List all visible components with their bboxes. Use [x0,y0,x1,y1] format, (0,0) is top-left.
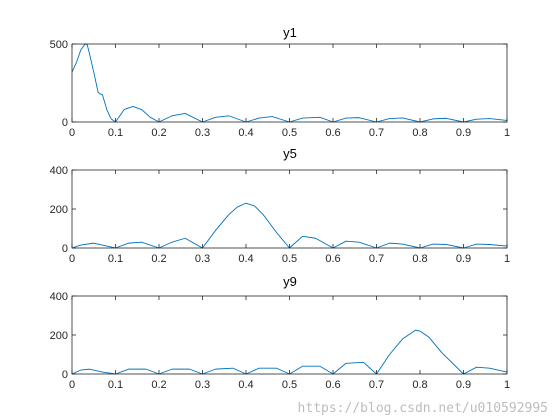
x-tick-label: 0 [69,253,75,265]
x-tick-label: 0.4 [238,253,253,265]
x-tick-label: 0.9 [456,253,471,265]
y-tick-label: 400 [50,291,68,303]
watermark: https://blog.csdn.net/u010592995 [298,401,548,416]
x-tick-label: 0.7 [369,379,384,391]
x-tick-label: 0.2 [151,253,166,265]
x-tick-label: 0.2 [151,379,166,391]
y-tick-label: 0 [62,117,68,129]
subplot-title: y9 [283,274,297,289]
x-tick-label: 1 [504,253,510,265]
x-tick-label: 0.8 [412,127,427,139]
subplot-title: y5 [283,146,297,161]
x-tick-label: 0 [69,127,75,139]
x-tick-label: 0 [69,379,75,391]
x-tick-label: 0.9 [456,127,471,139]
subplot-y5: y5 0 0.1 0.2 0.3 0.4 0.5 0.6 0.7 0.8 0.9 1 0 200 400 [50,146,510,265]
y-tick-group: 0 500 [50,39,507,129]
x-tick-label: 0.1 [108,379,123,391]
data-line-group [71,202,508,249]
x-tick-label: 0.3 [195,379,210,391]
subplot-y9: y9 0 0.1 0.2 0.3 0.4 0.5 0.6 0.7 0.8 0.9 1 0 200 400 [50,274,510,391]
x-tick-label: 0.3 [195,127,210,139]
x-tick-label: 0.6 [325,379,340,391]
x-tick-label: 1 [504,379,510,391]
x-tick-label: 0.9 [456,379,471,391]
x-tick-label: 0.8 [412,253,427,265]
x-tick-group: 0 0.1 0.2 0.3 0.4 0.5 0.6 0.7 0.8 0.9 1 [69,44,510,139]
x-tick-label: 0.7 [369,127,384,139]
x-tick-label: 0.6 [325,253,340,265]
x-tick-label: 0.5 [282,379,297,391]
x-tick-label: 0.4 [238,127,253,139]
x-tick-group: 0 0.1 0.2 0.3 0.4 0.5 0.6 0.7 0.8 0.9 1 [69,296,510,391]
y-tick-label: 0 [62,369,68,381]
x-tick-label: 0.1 [108,253,123,265]
x-tick-label: 1 [504,127,510,139]
y-tick-label: 400 [50,165,68,177]
x-tick-label: 0.6 [325,127,340,139]
x-tick-label: 0.1 [108,127,123,139]
subplot-title: y1 [283,25,297,40]
x-tick-group: 0 0.1 0.2 0.3 0.4 0.5 0.6 0.7 0.8 0.9 1 [69,170,510,265]
x-tick-label: 0.5 [282,127,297,139]
x-tick-label: 0.8 [412,379,427,391]
y-tick-label: 0 [62,243,68,255]
x-tick-label: 0.2 [151,127,166,139]
y-tick-group: 0 200 400 [50,291,507,381]
x-tick-label: 0.7 [369,253,384,265]
y-tick-label: 200 [50,330,68,342]
subplot-y1: y1 0 0.1 0.2 0.3 0.4 0.5 0.6 0.7 0.8 0.9 1 0 500 [50,25,510,139]
x-tick-label: 0.4 [238,379,253,391]
y-tick-label: 200 [50,204,68,216]
data-line [71,202,508,249]
y-tick-group: 0 200 400 [50,165,507,255]
x-tick-label: 0.5 [282,253,297,265]
x-tick-label: 0.3 [195,253,210,265]
y-tick-label: 500 [50,39,68,51]
